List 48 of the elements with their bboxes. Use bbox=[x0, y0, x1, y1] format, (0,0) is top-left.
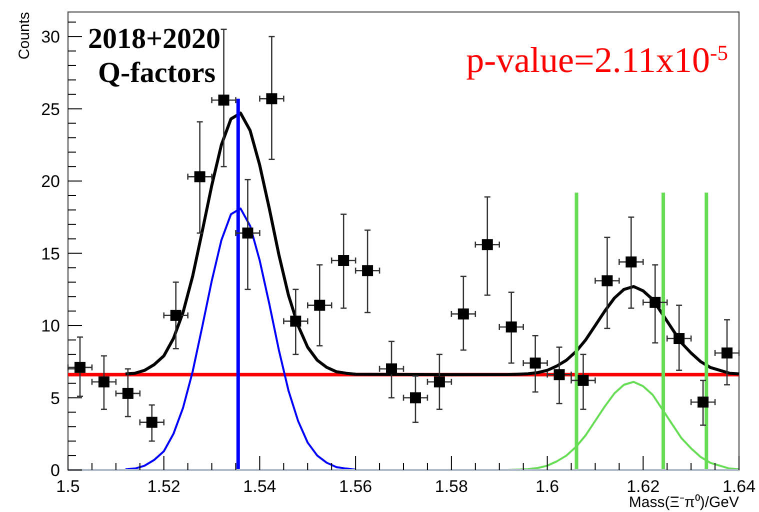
x-axis-title: Mass(Ξ⁻π⁰)/GeV bbox=[628, 494, 739, 511]
y-tick-label: 10 bbox=[41, 316, 60, 336]
point bbox=[434, 376, 445, 388]
point bbox=[314, 300, 326, 311]
y-tick-label: 0 bbox=[50, 461, 60, 480]
point bbox=[698, 396, 709, 408]
point bbox=[674, 333, 685, 344]
point bbox=[170, 310, 182, 321]
x-tick-label: 1.52 bbox=[147, 477, 180, 496]
point bbox=[242, 228, 254, 239]
point bbox=[194, 171, 206, 182]
point bbox=[626, 256, 637, 268]
point bbox=[386, 363, 398, 374]
point bbox=[602, 275, 613, 286]
point bbox=[98, 376, 110, 388]
x-tick-label: 1.5 bbox=[56, 477, 80, 496]
point bbox=[650, 296, 661, 308]
annotation: p-value=2.11x10$^{-5}$ bbox=[466, 40, 728, 80]
point bbox=[74, 362, 86, 373]
y-tick-label: 25 bbox=[41, 100, 60, 119]
annotation: Q-factors bbox=[98, 57, 216, 89]
point bbox=[554, 369, 565, 380]
y-axis-title: Counts bbox=[16, 12, 33, 60]
annotation: 2018+2020 bbox=[88, 23, 221, 55]
point bbox=[146, 416, 158, 428]
y-tick-label: 5 bbox=[50, 388, 60, 408]
point bbox=[290, 316, 302, 327]
point bbox=[530, 358, 541, 369]
point bbox=[482, 239, 493, 250]
y-tick-label: 15 bbox=[41, 244, 60, 264]
y-tick-label: 20 bbox=[41, 172, 60, 192]
x-tick-label: 1.56 bbox=[339, 477, 372, 496]
point bbox=[218, 94, 230, 106]
x-tick-label: 1.62 bbox=[626, 477, 660, 496]
point bbox=[122, 388, 134, 399]
x-tick-label: 1.64 bbox=[722, 477, 756, 496]
point bbox=[722, 347, 733, 358]
x-tick-label: 1.54 bbox=[243, 477, 276, 496]
point bbox=[458, 308, 469, 320]
point bbox=[506, 321, 517, 332]
x-tick-label: 1.6 bbox=[535, 477, 560, 496]
point bbox=[266, 93, 278, 104]
x-tick-label: 1.58 bbox=[434, 477, 468, 496]
y-tick-label: 30 bbox=[41, 28, 60, 47]
point bbox=[578, 374, 589, 386]
point bbox=[362, 265, 374, 276]
point bbox=[338, 255, 350, 266]
point bbox=[410, 392, 421, 404]
